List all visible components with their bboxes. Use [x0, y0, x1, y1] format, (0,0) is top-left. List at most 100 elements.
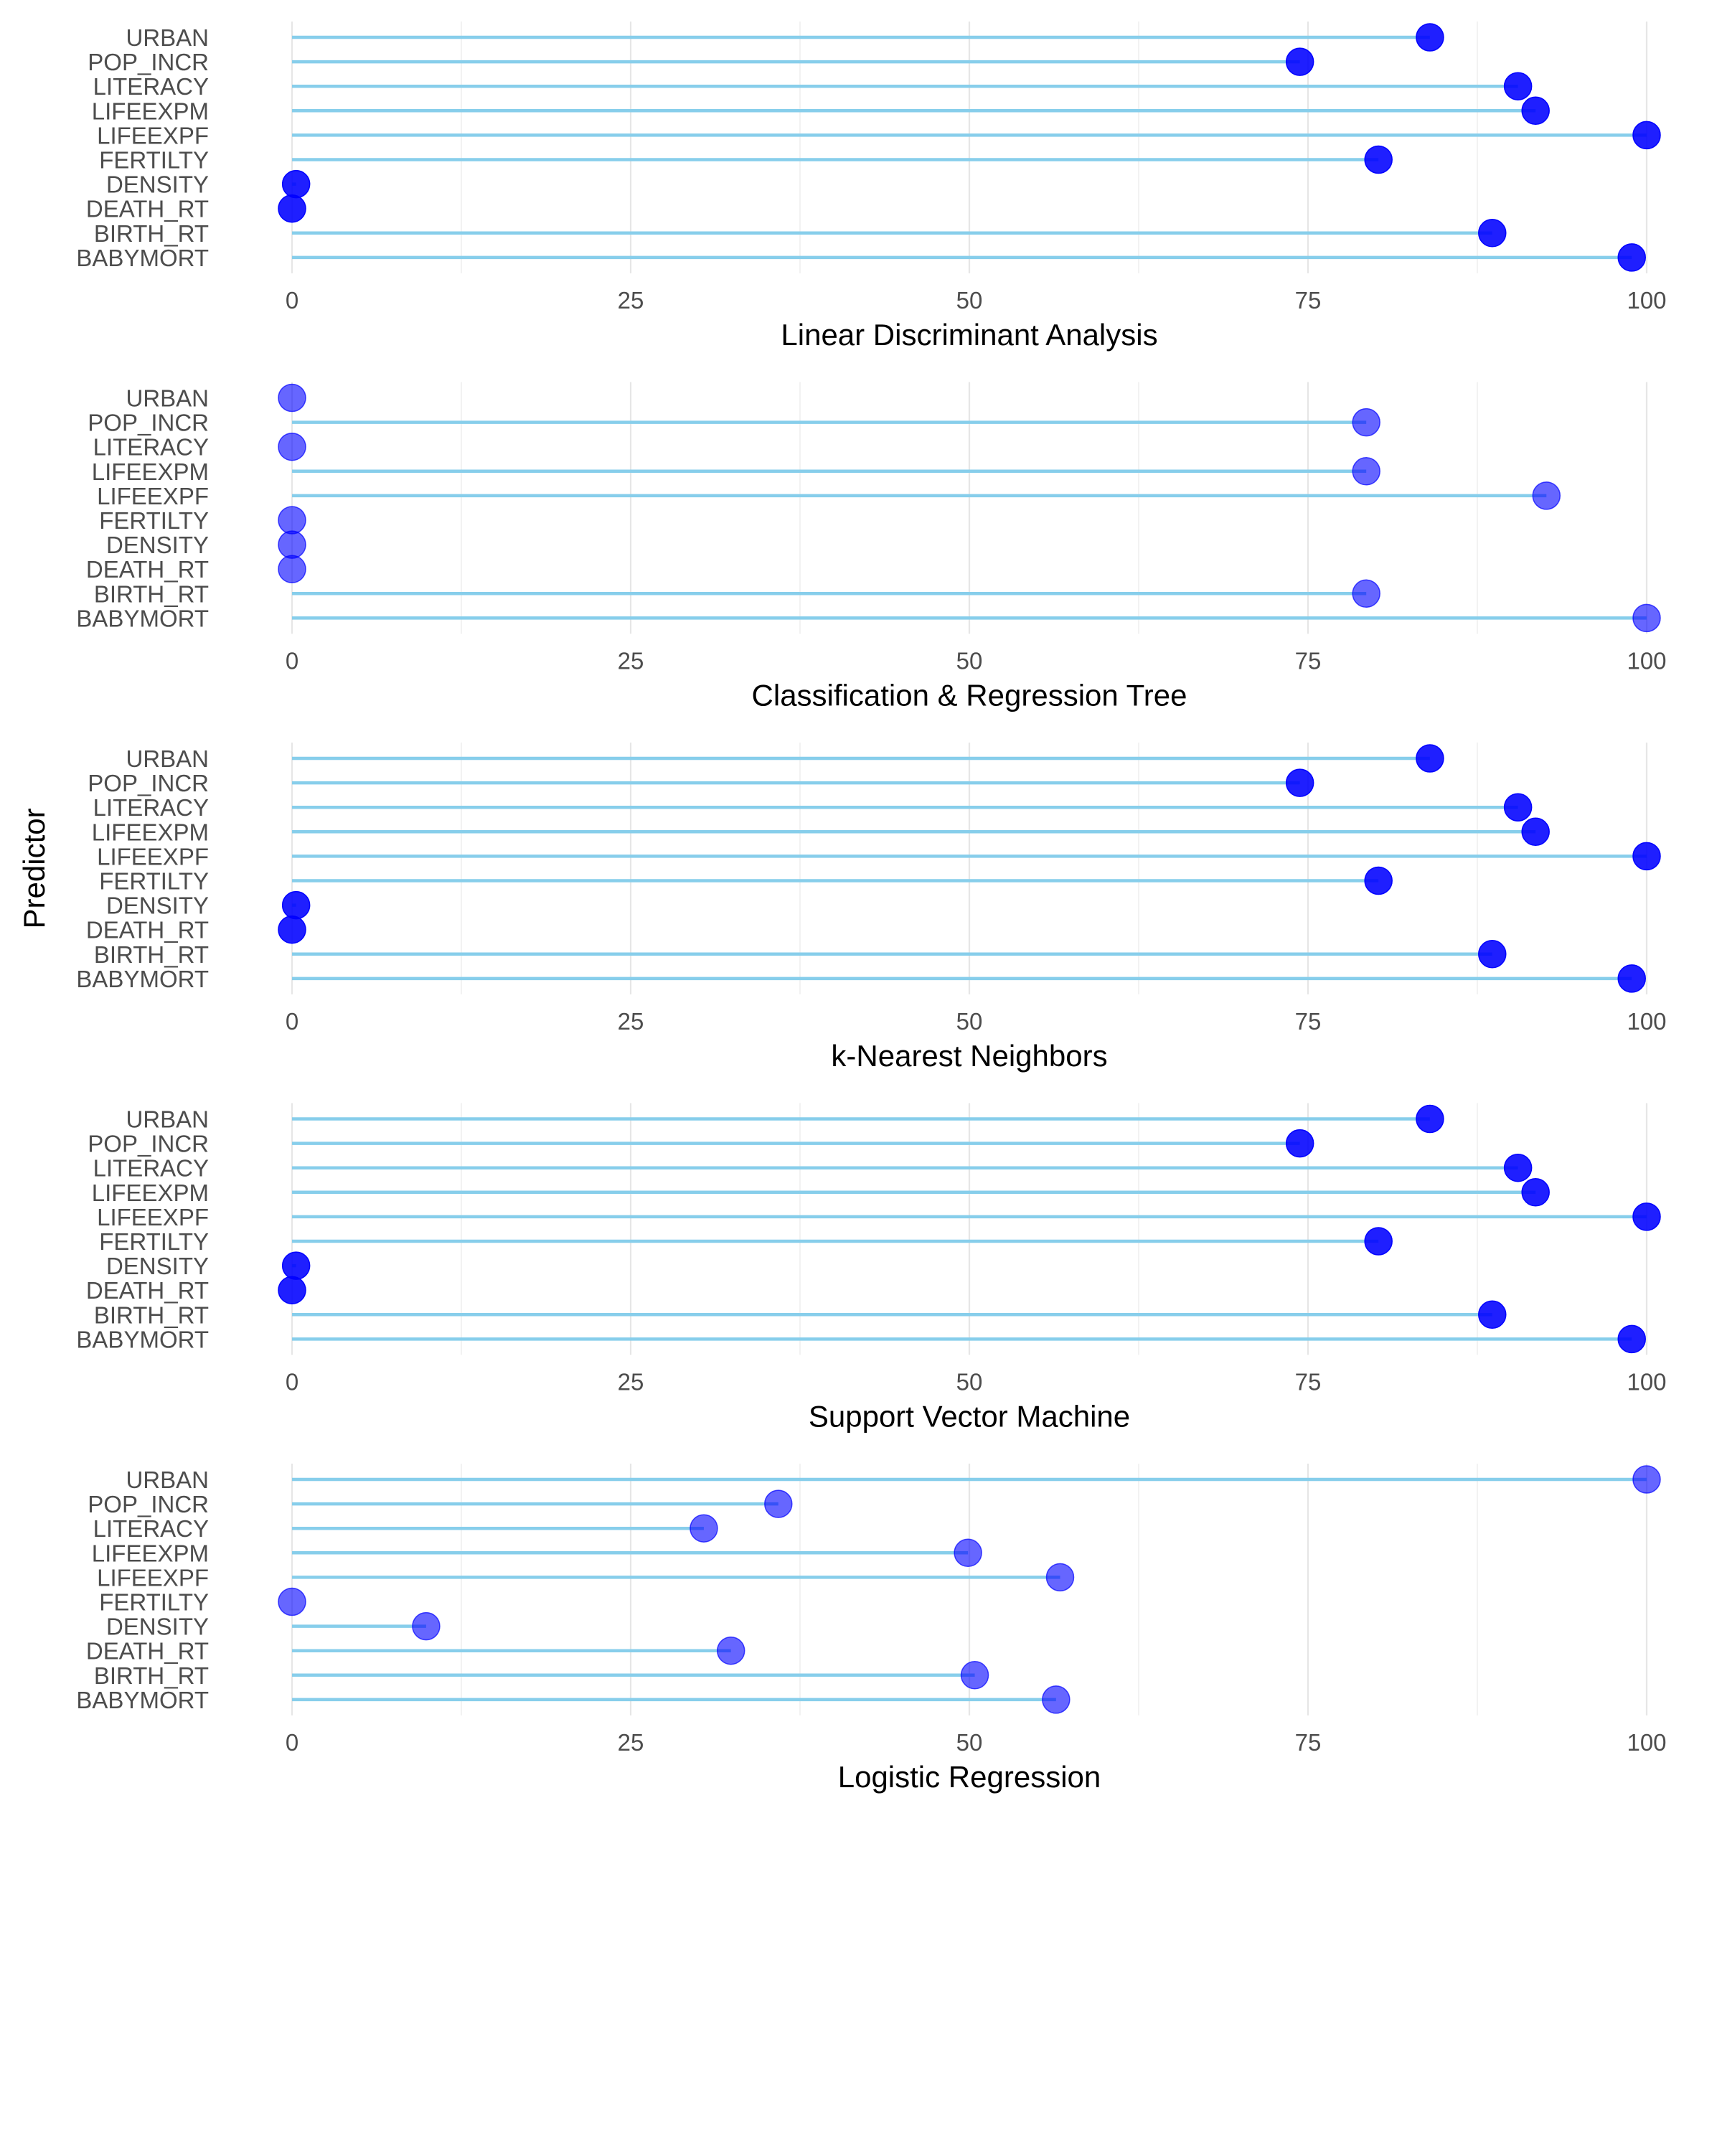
- y-tick-label: FERTILTY: [99, 1228, 209, 1255]
- lollipop-point: [278, 506, 306, 535]
- lollipop-point: [1352, 408, 1380, 437]
- x-tick-label: 25: [618, 287, 644, 314]
- x-tick-label: 50: [956, 287, 983, 314]
- lollipop-point: [1478, 219, 1507, 248]
- y-tick-label: DENSITY: [106, 532, 209, 558]
- y-tick-label: POP_INCR: [88, 770, 209, 796]
- y-tick-label: LITERACY: [93, 434, 209, 461]
- y-tick-label: URBAN: [126, 385, 209, 412]
- y-tick-label: LITERACY: [93, 1155, 209, 1182]
- lollipop-point: [278, 1276, 306, 1304]
- y-tick-label: LIFEEXPF: [97, 122, 209, 149]
- lollipop-point: [954, 1538, 982, 1568]
- panel-5: URBANPOP_INCRLITERACYLIFEEXPMLIFEEXPFFER…: [76, 1464, 1667, 1794]
- y-tick-label: LITERACY: [93, 1515, 209, 1542]
- x-axis-title: Classification & Regression Tree: [752, 678, 1187, 712]
- lollipop-point: [1503, 793, 1533, 822]
- x-tick-label: 0: [286, 1729, 298, 1756]
- lollipop-point: [1364, 145, 1393, 174]
- lollipop-point: [1503, 72, 1533, 100]
- x-tick-label: 0: [286, 647, 298, 674]
- y-tick-label: BIRTH_RT: [94, 941, 209, 968]
- lollipop-point: [1503, 1153, 1533, 1182]
- lollipop-point: [281, 1251, 311, 1280]
- x-tick-label: 75: [1295, 1729, 1322, 1756]
- x-axis-title: k-Nearest Neighbors: [831, 1039, 1107, 1073]
- lollipop-point: [1617, 964, 1646, 993]
- lollipop-point: [690, 1514, 718, 1543]
- panel-4: URBANPOP_INCRLITERACYLIFEEXPMLIFEEXPFFER…: [76, 1103, 1667, 1433]
- y-tick-label: BABYMORT: [76, 966, 209, 992]
- y-tick-label: URBAN: [126, 24, 209, 51]
- lollipop-point: [278, 555, 306, 583]
- x-tick-label: 25: [618, 1368, 644, 1395]
- x-tick-label: 0: [286, 1368, 298, 1395]
- lollipop-point: [1532, 481, 1561, 510]
- x-tick-label: 25: [618, 1008, 644, 1035]
- lollipop-point: [278, 194, 306, 223]
- lollipop-point: [1416, 1104, 1444, 1134]
- y-tick-label: DENSITY: [106, 1253, 209, 1279]
- lollipop-point: [1617, 243, 1646, 272]
- lollipop-point: [278, 915, 306, 944]
- x-tick-label: 75: [1295, 1368, 1322, 1395]
- panel-3: URBANPOP_INCRLITERACYLIFEEXPMLIFEEXPFFER…: [76, 743, 1667, 1073]
- y-tick-label: POP_INCR: [88, 410, 209, 436]
- y-tick-label: FERTILTY: [99, 147, 209, 174]
- panel-1: URBANPOP_INCRLITERACYLIFEEXPMLIFEEXPFFER…: [76, 22, 1667, 352]
- lollipop-point: [1364, 1227, 1393, 1256]
- x-tick-label: 0: [286, 1008, 298, 1035]
- y-tick-label: BIRTH_RT: [94, 580, 209, 607]
- y-tick-label: LIFEEXPM: [92, 1180, 209, 1206]
- x-tick-label: 100: [1627, 1368, 1666, 1395]
- x-axis-title: Linear Discriminant Analysis: [781, 318, 1157, 352]
- lollipop-point: [278, 383, 306, 413]
- lollipop-point: [1478, 940, 1507, 969]
- y-tick-label: POP_INCR: [88, 1131, 209, 1157]
- lollipop-point: [1045, 1563, 1075, 1592]
- lollipop-point: [281, 890, 311, 920]
- y-tick-label: LIFEEXPF: [97, 483, 209, 509]
- lollipop-point: [1285, 768, 1314, 797]
- x-tick-label: 75: [1295, 287, 1322, 314]
- y-tick-label: DEATH_RT: [86, 1277, 209, 1304]
- x-tick-label: 100: [1627, 647, 1666, 674]
- y-tick-label: BABYMORT: [76, 245, 209, 271]
- x-tick-label: 75: [1295, 1008, 1322, 1035]
- y-tick-label: DEATH_RT: [86, 917, 209, 943]
- y-tick-label: BABYMORT: [76, 1326, 209, 1352]
- y-axis-title: Predictor: [17, 808, 51, 928]
- x-tick-label: 50: [956, 1368, 983, 1395]
- y-tick-label: LIFEEXPM: [92, 1540, 209, 1566]
- lollipop-point: [1632, 842, 1661, 871]
- y-tick-label: LIFEEXPM: [92, 458, 209, 485]
- y-tick-label: FERTILTY: [99, 507, 209, 534]
- y-tick-label: DEATH_RT: [86, 1638, 209, 1665]
- y-tick-label: LITERACY: [93, 73, 209, 100]
- lollipop-point: [764, 1489, 793, 1518]
- lollipop-point: [278, 1587, 306, 1616]
- lollipop-point: [1632, 1202, 1661, 1231]
- lollipop-point: [1617, 1324, 1646, 1354]
- lollipop-point: [1364, 866, 1393, 895]
- lollipop-point: [278, 432, 306, 461]
- x-tick-label: 25: [618, 1729, 644, 1756]
- lollipop-point: [1632, 121, 1661, 150]
- y-tick-label: BIRTH_RT: [94, 1662, 209, 1689]
- y-tick-label: LIFEEXPF: [97, 1564, 209, 1591]
- y-tick-label: LIFEEXPF: [97, 843, 209, 870]
- y-tick-label: DEATH_RT: [86, 196, 209, 222]
- x-tick-label: 100: [1627, 1729, 1666, 1756]
- y-tick-label: LIFEEXPM: [92, 98, 209, 124]
- y-tick-label: BABYMORT: [76, 1687, 209, 1713]
- lollipop-point: [1416, 744, 1444, 773]
- y-tick-label: DENSITY: [106, 1614, 209, 1640]
- x-tick-label: 75: [1295, 647, 1322, 674]
- lollipop-point: [1521, 96, 1550, 126]
- lollipop-point: [1352, 457, 1380, 486]
- x-tick-label: 0: [286, 287, 298, 314]
- lollipop-point: [281, 169, 311, 199]
- y-tick-label: DENSITY: [106, 893, 209, 919]
